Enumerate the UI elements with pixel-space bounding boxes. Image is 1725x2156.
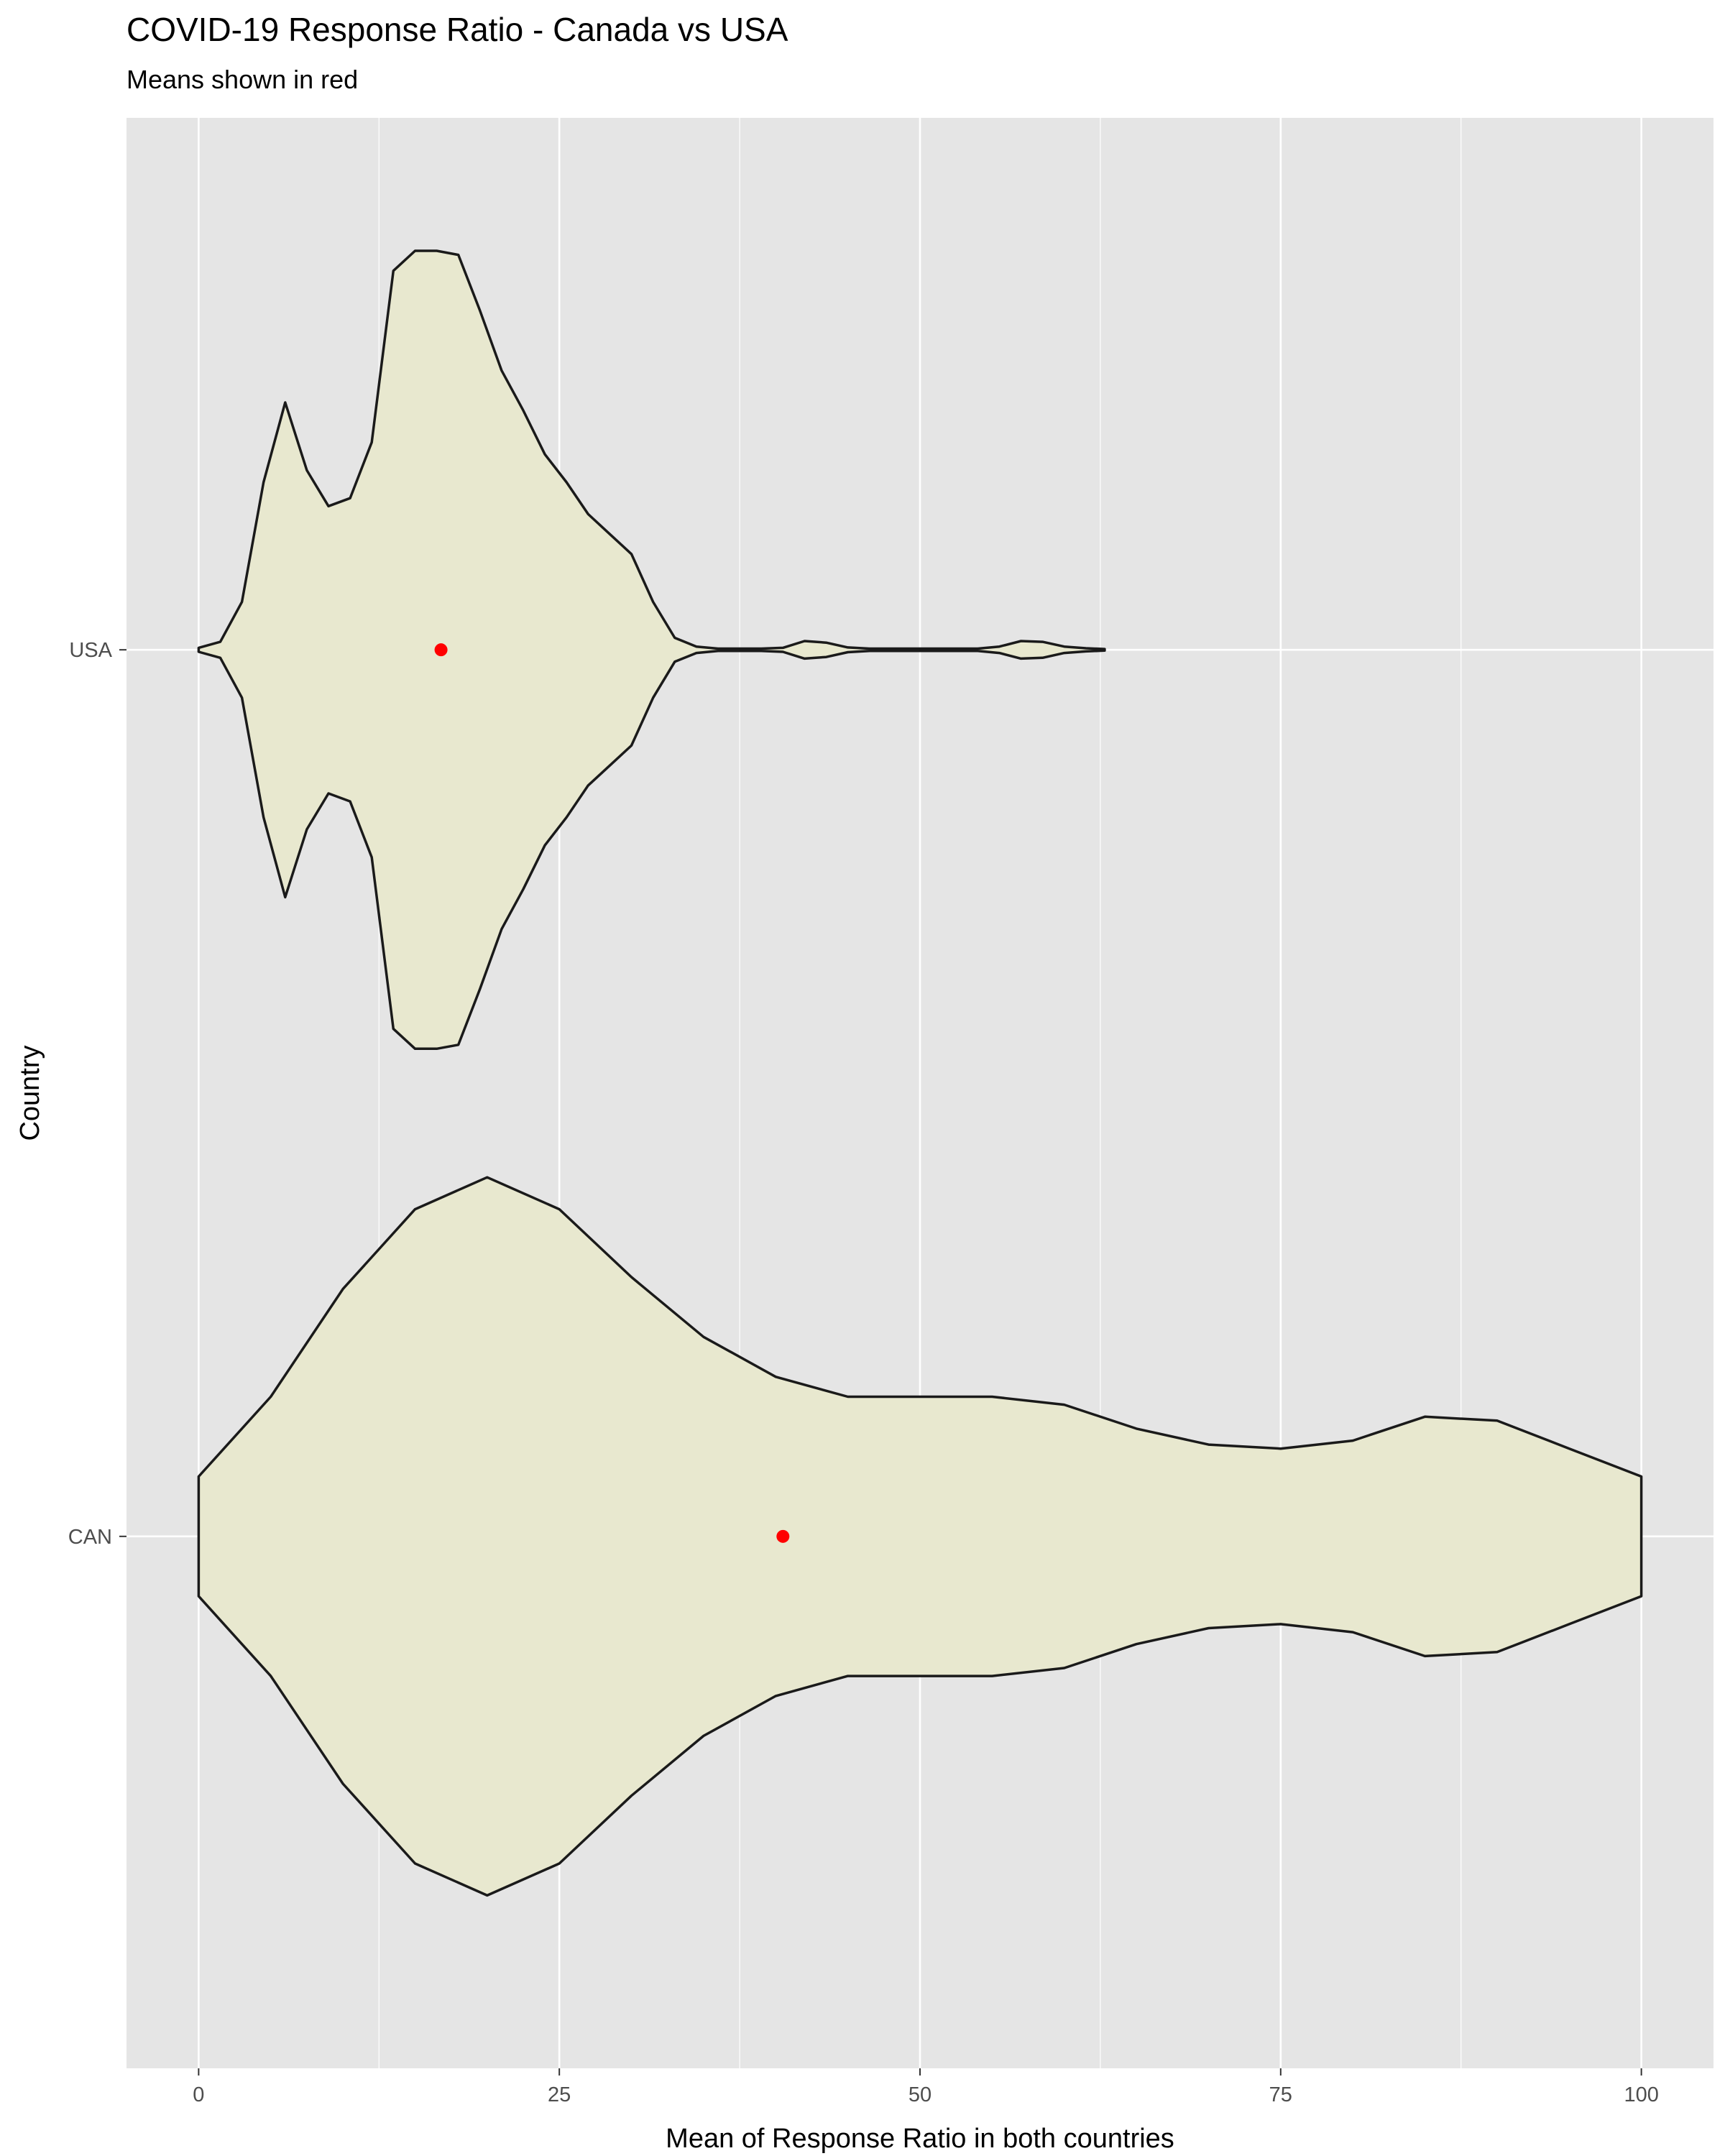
x-tick-label: 50 bbox=[908, 2083, 932, 2106]
x-axis-title: Mean of Response Ratio in both countries bbox=[666, 2124, 1174, 2154]
x-tick-label: 25 bbox=[548, 2083, 571, 2106]
x-tick-label: 75 bbox=[1269, 2083, 1292, 2106]
y-axis: CAN USA bbox=[68, 639, 126, 1549]
x-tick-label: 0 bbox=[193, 2083, 204, 2106]
violin-usa bbox=[197, 249, 1106, 1051]
x-tick-label: 100 bbox=[1624, 2083, 1658, 2106]
mean-points bbox=[434, 643, 790, 1543]
violins bbox=[197, 249, 1643, 1897]
y-axis-title: Country bbox=[15, 1045, 45, 1141]
y-tick-label: USA bbox=[69, 639, 112, 662]
violin-can bbox=[197, 1176, 1643, 1897]
x-axis: 0 25 50 75 100 bbox=[193, 2068, 1659, 2106]
mean-point-usa bbox=[434, 643, 448, 657]
mean-point-can bbox=[776, 1529, 790, 1543]
chart-subtitle: Means shown in red bbox=[126, 65, 359, 94]
chart-title: COVID-19 Response Ratio - Canada vs USA bbox=[126, 11, 788, 48]
y-tick-label: CAN bbox=[68, 1526, 112, 1549]
